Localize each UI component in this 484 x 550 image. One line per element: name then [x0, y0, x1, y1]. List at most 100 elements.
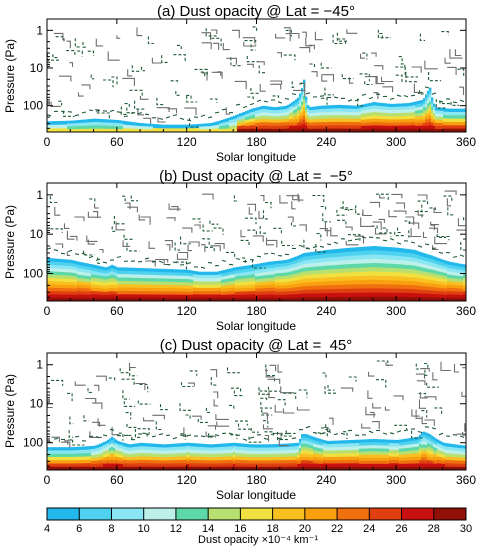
contour-segment [252, 235, 264, 242]
heatmap-cell [249, 112, 252, 117]
heatmap-cell [345, 264, 348, 269]
heatmap-cell [163, 460, 166, 464]
heatmap-cell [73, 272, 76, 277]
heatmap-cell [213, 274, 216, 279]
heatmap-cell [101, 459, 104, 464]
heatmap-cell [405, 280, 408, 286]
heatmap-cell [143, 463, 146, 468]
heatmap-cell [283, 260, 286, 264]
heatmap-cell [47, 463, 50, 468]
heatmap-cell [421, 100, 424, 104]
heatmap-cell [279, 112, 282, 117]
heatmap-cell [131, 287, 134, 292]
heatmap-cell [449, 261, 452, 266]
heatmap-cell [331, 121, 334, 126]
heatmap-cell [83, 466, 86, 470]
heatmap-cell [49, 287, 52, 292]
heatmap-cell [415, 293, 418, 298]
heatmap-cell [97, 118, 100, 123]
heatmap-cell [141, 466, 144, 470]
heatmap-cell [413, 253, 416, 259]
heatmap-cell [267, 115, 270, 120]
heatmap-cell [171, 456, 174, 461]
heatmap-cell [135, 281, 138, 285]
heatmap-cell [189, 291, 192, 296]
contour-segment [273, 227, 282, 235]
heatmap-cell [301, 293, 304, 298]
heatmap-cell [71, 282, 74, 286]
contour-segment [322, 213, 331, 223]
heatmap-cell [437, 291, 440, 295]
heatmap-cell [195, 294, 198, 299]
heatmap-cell [311, 251, 314, 257]
contour-segment [373, 92, 379, 99]
heatmap-cell [143, 274, 146, 279]
x-tick-label: 180 [246, 304, 266, 318]
heatmap-cell [241, 128, 244, 132]
heatmap-cell [381, 122, 384, 126]
heatmap-cell [169, 466, 172, 470]
heatmap-cell [257, 282, 260, 286]
heatmap-cell [47, 453, 50, 458]
heatmap-cell [89, 119, 92, 123]
heatmap-cell [91, 287, 94, 292]
contour-segment [157, 117, 166, 123]
heatmap-cell [81, 463, 84, 468]
heatmap-cell [259, 279, 262, 283]
heatmap-cell [401, 284, 404, 290]
heatmap-cell [171, 463, 174, 468]
heatmap-cell [213, 294, 216, 299]
heatmap-cell [413, 289, 416, 294]
contour-segment [151, 57, 162, 64]
heatmap-cell [461, 291, 464, 296]
contour-segment [299, 224, 307, 232]
heatmap-cell [365, 246, 368, 252]
heatmap-cell [127, 128, 130, 132]
heatmap-cell [109, 275, 112, 279]
heatmap-cell [171, 466, 174, 470]
heatmap-cell [91, 297, 94, 301]
heatmap-cell [327, 128, 330, 132]
heatmap-cell [371, 105, 374, 110]
heatmap-cell [447, 277, 450, 282]
heatmap-cell [443, 278, 446, 283]
heatmap-cell [151, 287, 154, 292]
contour-segment [403, 94, 409, 98]
heatmap-cell [187, 463, 190, 468]
heatmap-cell [451, 281, 454, 286]
heatmap-cell [387, 251, 390, 256]
heatmap-cell [269, 119, 272, 123]
heatmap-cell [145, 294, 148, 299]
heatmap-cell [157, 456, 160, 461]
heatmap-cell [313, 109, 316, 114]
heatmap-cell [329, 125, 332, 130]
heatmap-cell [393, 110, 396, 114]
contour-segment [438, 251, 444, 254]
heatmap-cell [97, 125, 100, 130]
heatmap-cell [143, 456, 146, 461]
heatmap-cell [75, 267, 78, 271]
heatmap-cell [115, 456, 118, 461]
heatmap-cell [243, 269, 246, 273]
contour-segment [221, 108, 227, 111]
heatmap-cell [77, 284, 80, 289]
heatmap-cell [67, 265, 70, 270]
heatmap-cell [277, 119, 280, 123]
heatmap-cell [149, 281, 152, 286]
heatmap-cell [233, 297, 236, 301]
heatmap-cell [257, 269, 260, 274]
heatmap-cell [131, 450, 134, 455]
heatmap-cell [115, 276, 118, 280]
heatmap-cell [179, 443, 182, 448]
heatmap-cell [291, 125, 294, 130]
heatmap-cell [111, 274, 114, 279]
heatmap-cell [173, 124, 176, 129]
heatmap-cell [247, 128, 250, 132]
heatmap-cell [125, 280, 128, 285]
heatmap-cell [371, 263, 374, 268]
heatmap-cell [359, 108, 362, 113]
heatmap-cell [63, 297, 66, 301]
heatmap-cell [453, 115, 456, 120]
heatmap-cell [445, 108, 448, 113]
heatmap-cell [283, 275, 286, 280]
